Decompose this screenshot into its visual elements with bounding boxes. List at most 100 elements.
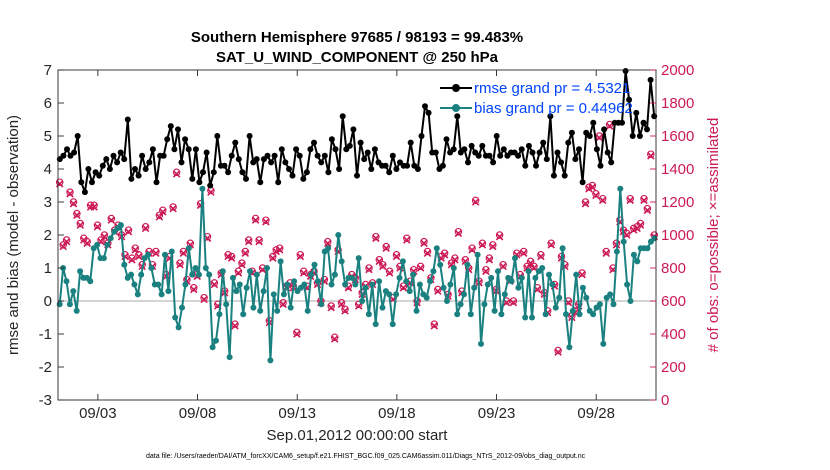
rmse-point bbox=[243, 175, 249, 182]
obs-assimilated-marker bbox=[365, 265, 373, 274]
rmse-point bbox=[110, 152, 117, 159]
obs-assimilated-marker bbox=[155, 213, 164, 221]
obs-possible-marker bbox=[155, 211, 164, 219]
y-left-tick-label: 7 bbox=[44, 62, 52, 79]
obs-possible-marker bbox=[90, 201, 98, 210]
obs-assimilated-marker bbox=[128, 256, 136, 264]
rmse-point bbox=[128, 175, 135, 182]
bias-point bbox=[175, 324, 182, 331]
obs-possible-marker bbox=[537, 251, 545, 259]
obs-assimilated-marker bbox=[275, 246, 284, 254]
bias-point bbox=[335, 232, 342, 238]
legend-bias-label: bias grand pr = 0.44962 bbox=[474, 100, 633, 117]
obs-assimilated-marker bbox=[636, 221, 645, 229]
bias-point bbox=[165, 288, 172, 295]
obs-assimilated-marker bbox=[537, 252, 545, 261]
x-tick-label: 09/28 bbox=[577, 405, 615, 422]
rmse-point bbox=[382, 162, 389, 169]
bias-point bbox=[308, 271, 315, 278]
obs-assimilated-marker bbox=[172, 170, 181, 178]
obs-possible-marker bbox=[169, 203, 177, 211]
y-left-tick-label: 3 bbox=[44, 194, 52, 211]
obs-assimilated-marker bbox=[76, 221, 85, 229]
rmse-point bbox=[475, 152, 482, 159]
y-left-tick-label: 0 bbox=[44, 293, 52, 310]
obs-assimilated-marker bbox=[324, 239, 332, 248]
rmse-point bbox=[439, 162, 446, 169]
bias-point bbox=[427, 278, 434, 285]
rmse-point bbox=[103, 156, 110, 163]
rmse-point bbox=[454, 113, 461, 120]
bias-point bbox=[362, 284, 369, 291]
bias-point bbox=[613, 248, 620, 255]
rmse-point bbox=[529, 149, 536, 156]
obs-possible-marker bbox=[499, 260, 507, 269]
obs-possible-marker bbox=[269, 252, 277, 261]
obs-assimilated-marker bbox=[131, 246, 140, 254]
bias-point bbox=[437, 261, 444, 268]
obs-assimilated-marker bbox=[468, 246, 476, 254]
obs-possible-marker bbox=[121, 251, 129, 259]
obs-assimilated-marker bbox=[581, 199, 590, 208]
y-left-tick-label: 6 bbox=[44, 95, 52, 112]
rmse-point bbox=[167, 123, 174, 130]
bias-point bbox=[216, 311, 223, 318]
bias-point bbox=[328, 281, 335, 288]
bias-point bbox=[508, 278, 515, 285]
bias-point bbox=[529, 314, 535, 321]
obs-assimilated-marker bbox=[495, 232, 504, 241]
obs-possible-marker bbox=[454, 227, 463, 236]
rmse-point bbox=[307, 146, 314, 153]
y-axis-right-ticks: 0 200 400 600 800 1000 1200 1400 1600 1800 2000 bbox=[650, 62, 694, 409]
obs-assimilated-marker bbox=[59, 242, 67, 251]
rmse-point bbox=[71, 149, 78, 156]
bias-point bbox=[569, 307, 576, 314]
rmse-point bbox=[547, 113, 554, 120]
rmse-point bbox=[268, 159, 275, 166]
rmse-point bbox=[182, 136, 189, 143]
obs-possible-marker bbox=[238, 259, 246, 267]
bias-point bbox=[393, 291, 400, 298]
obs-possible-marker bbox=[530, 262, 538, 271]
bias-point bbox=[182, 281, 189, 288]
bias-point bbox=[138, 271, 145, 278]
rmse-point bbox=[450, 146, 457, 153]
bias-point bbox=[192, 265, 199, 271]
obs-possible-marker bbox=[420, 237, 428, 246]
obs-assimilated-marker bbox=[526, 259, 535, 267]
bias-point bbox=[277, 258, 284, 265]
obs-possible-marker bbox=[224, 251, 232, 259]
obs-assimilated-marker bbox=[602, 249, 610, 257]
bias-point bbox=[579, 284, 586, 291]
legend-bias-marker bbox=[452, 104, 460, 112]
bias-point bbox=[260, 288, 267, 295]
rmse-point bbox=[346, 142, 353, 149]
rmse-point bbox=[78, 179, 85, 186]
rmse-point bbox=[321, 152, 328, 159]
obs-possible-marker bbox=[602, 247, 610, 256]
bias-point bbox=[73, 307, 80, 314]
bias-point bbox=[94, 241, 101, 248]
rmse-point bbox=[89, 179, 95, 186]
x-axis-ticks: 09/03 09/08 09/13 09/18 09/23 09/28 bbox=[79, 70, 615, 422]
rmse-point bbox=[189, 175, 196, 182]
bias-point bbox=[376, 278, 383, 285]
obs-possible-marker bbox=[592, 190, 600, 198]
obs-possible-marker bbox=[468, 244, 476, 252]
bias-point bbox=[624, 281, 631, 288]
bias-point bbox=[189, 271, 196, 278]
obs-assimilated-marker bbox=[375, 257, 384, 266]
bias-point bbox=[155, 281, 162, 288]
obs-assimilated-marker bbox=[210, 280, 219, 289]
bias-point bbox=[634, 258, 641, 265]
rmse-point bbox=[332, 146, 339, 153]
obs-possible-marker bbox=[636, 219, 645, 228]
bias-point bbox=[610, 301, 617, 308]
obs-possible-marker bbox=[547, 239, 555, 248]
obs-possible-marker bbox=[159, 206, 167, 215]
rmse-point bbox=[629, 133, 636, 139]
bias-point bbox=[488, 274, 495, 281]
obs-assimilated-marker bbox=[605, 122, 614, 130]
chart-title-line-1: Southern Hemisphere 97685 / 98193 = 99.4… bbox=[191, 29, 523, 46]
